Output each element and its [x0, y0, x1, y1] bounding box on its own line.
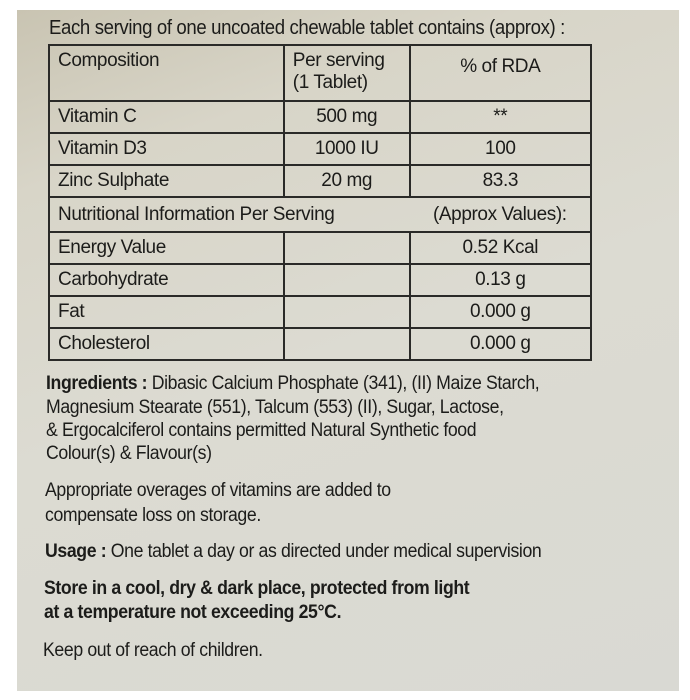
nutrition-header-left: Nutritional Information Per Serving	[48, 196, 410, 233]
intro-text: Each serving of one uncoated chewable ta…	[49, 17, 565, 39]
cell-rda: 83.3	[408, 164, 593, 198]
cell-rda: 100	[408, 132, 593, 166]
usage-label: Usage :	[45, 541, 107, 562]
table-row: Cholesterol 0.000 g	[48, 327, 593, 361]
ingredients-line-4: Colour(s) & Flavour(s)	[46, 443, 212, 464]
header-composition: Composition	[48, 44, 285, 102]
cell-value: 0.13 g	[408, 263, 593, 297]
cell-rda: **	[408, 100, 593, 134]
cell-empty	[282, 295, 411, 329]
cell-value: 0.000 g	[408, 295, 593, 329]
header-per-serving: Per serving (1 Tablet)	[282, 44, 411, 102]
table-row: Energy Value 0.52 Kcal	[48, 231, 593, 265]
table-header-row: Composition Per serving (1 Tablet) % of R…	[48, 44, 593, 102]
header-per-serving-line1: Per serving	[292, 50, 385, 71]
overages-line-1: Appropriate overages of vitamins are add…	[45, 480, 391, 501]
cell-name: Vitamin C	[48, 100, 285, 134]
table-row: Carbohydrate 0.13 g	[48, 263, 593, 297]
composition-table: Composition Per serving (1 Tablet) % of R…	[48, 44, 593, 361]
cell-name: Carbohydrate	[48, 263, 285, 297]
storage-line-1: Store in a cool, dry & dark place, prote…	[44, 578, 470, 599]
table-row: Vitamin D3 1000 IU 100	[48, 132, 593, 166]
warning-text: Keep out of reach of children.	[43, 640, 263, 661]
nutrition-header-row: Nutritional Information Per Serving (App…	[48, 196, 593, 233]
ingredients-label: Ingredients :	[46, 373, 148, 394]
ingredients-line-1: Ingredients : Dibasic Calcium Phosphate …	[46, 373, 540, 395]
table-row: Vitamin C 500 mg **	[48, 100, 593, 134]
cell-name: Fat	[48, 295, 285, 329]
cell-name: Cholesterol	[48, 327, 285, 361]
cell-empty	[282, 263, 411, 297]
storage-line-2: at a temperature not exceeding 25°C.	[44, 602, 342, 623]
cell-empty	[282, 327, 411, 361]
table-row: Fat 0.000 g	[48, 295, 593, 329]
cell-name: Zinc Sulphate	[48, 164, 285, 198]
ingredients-line-2: Magnesium Stearate (551), Talcum (553) (…	[46, 397, 504, 418]
usage-body: One tablet a day or as directed under me…	[106, 541, 542, 562]
ingredients-line-3: & Ergocalciferol contains permitted Natu…	[46, 420, 477, 441]
cell-value: 0.52 Kcal	[408, 231, 593, 265]
cell-name: Vitamin D3	[48, 132, 285, 166]
table-row: Zinc Sulphate 20 mg 83.3	[48, 164, 593, 198]
cell-per-serving: 1000 IU	[282, 132, 411, 166]
cell-per-serving: 20 mg	[282, 164, 411, 198]
cell-value: 0.000 g	[408, 327, 593, 361]
cell-name: Energy Value	[48, 231, 285, 265]
cell-empty	[282, 231, 411, 265]
cell-per-serving: 500 mg	[282, 100, 411, 134]
header-rda: % of RDA	[408, 44, 593, 102]
usage-text: Usage : One tablet a day or as directed …	[45, 541, 542, 563]
overages-line-2: compensate loss on storage.	[45, 505, 261, 526]
ingredients-text: Dibasic Calcium Phosphate (341), (II) Ma…	[147, 373, 540, 394]
header-per-serving-line2: (1 Tablet)	[292, 72, 368, 93]
nutrition-header-right: (Approx Values):	[409, 196, 593, 233]
